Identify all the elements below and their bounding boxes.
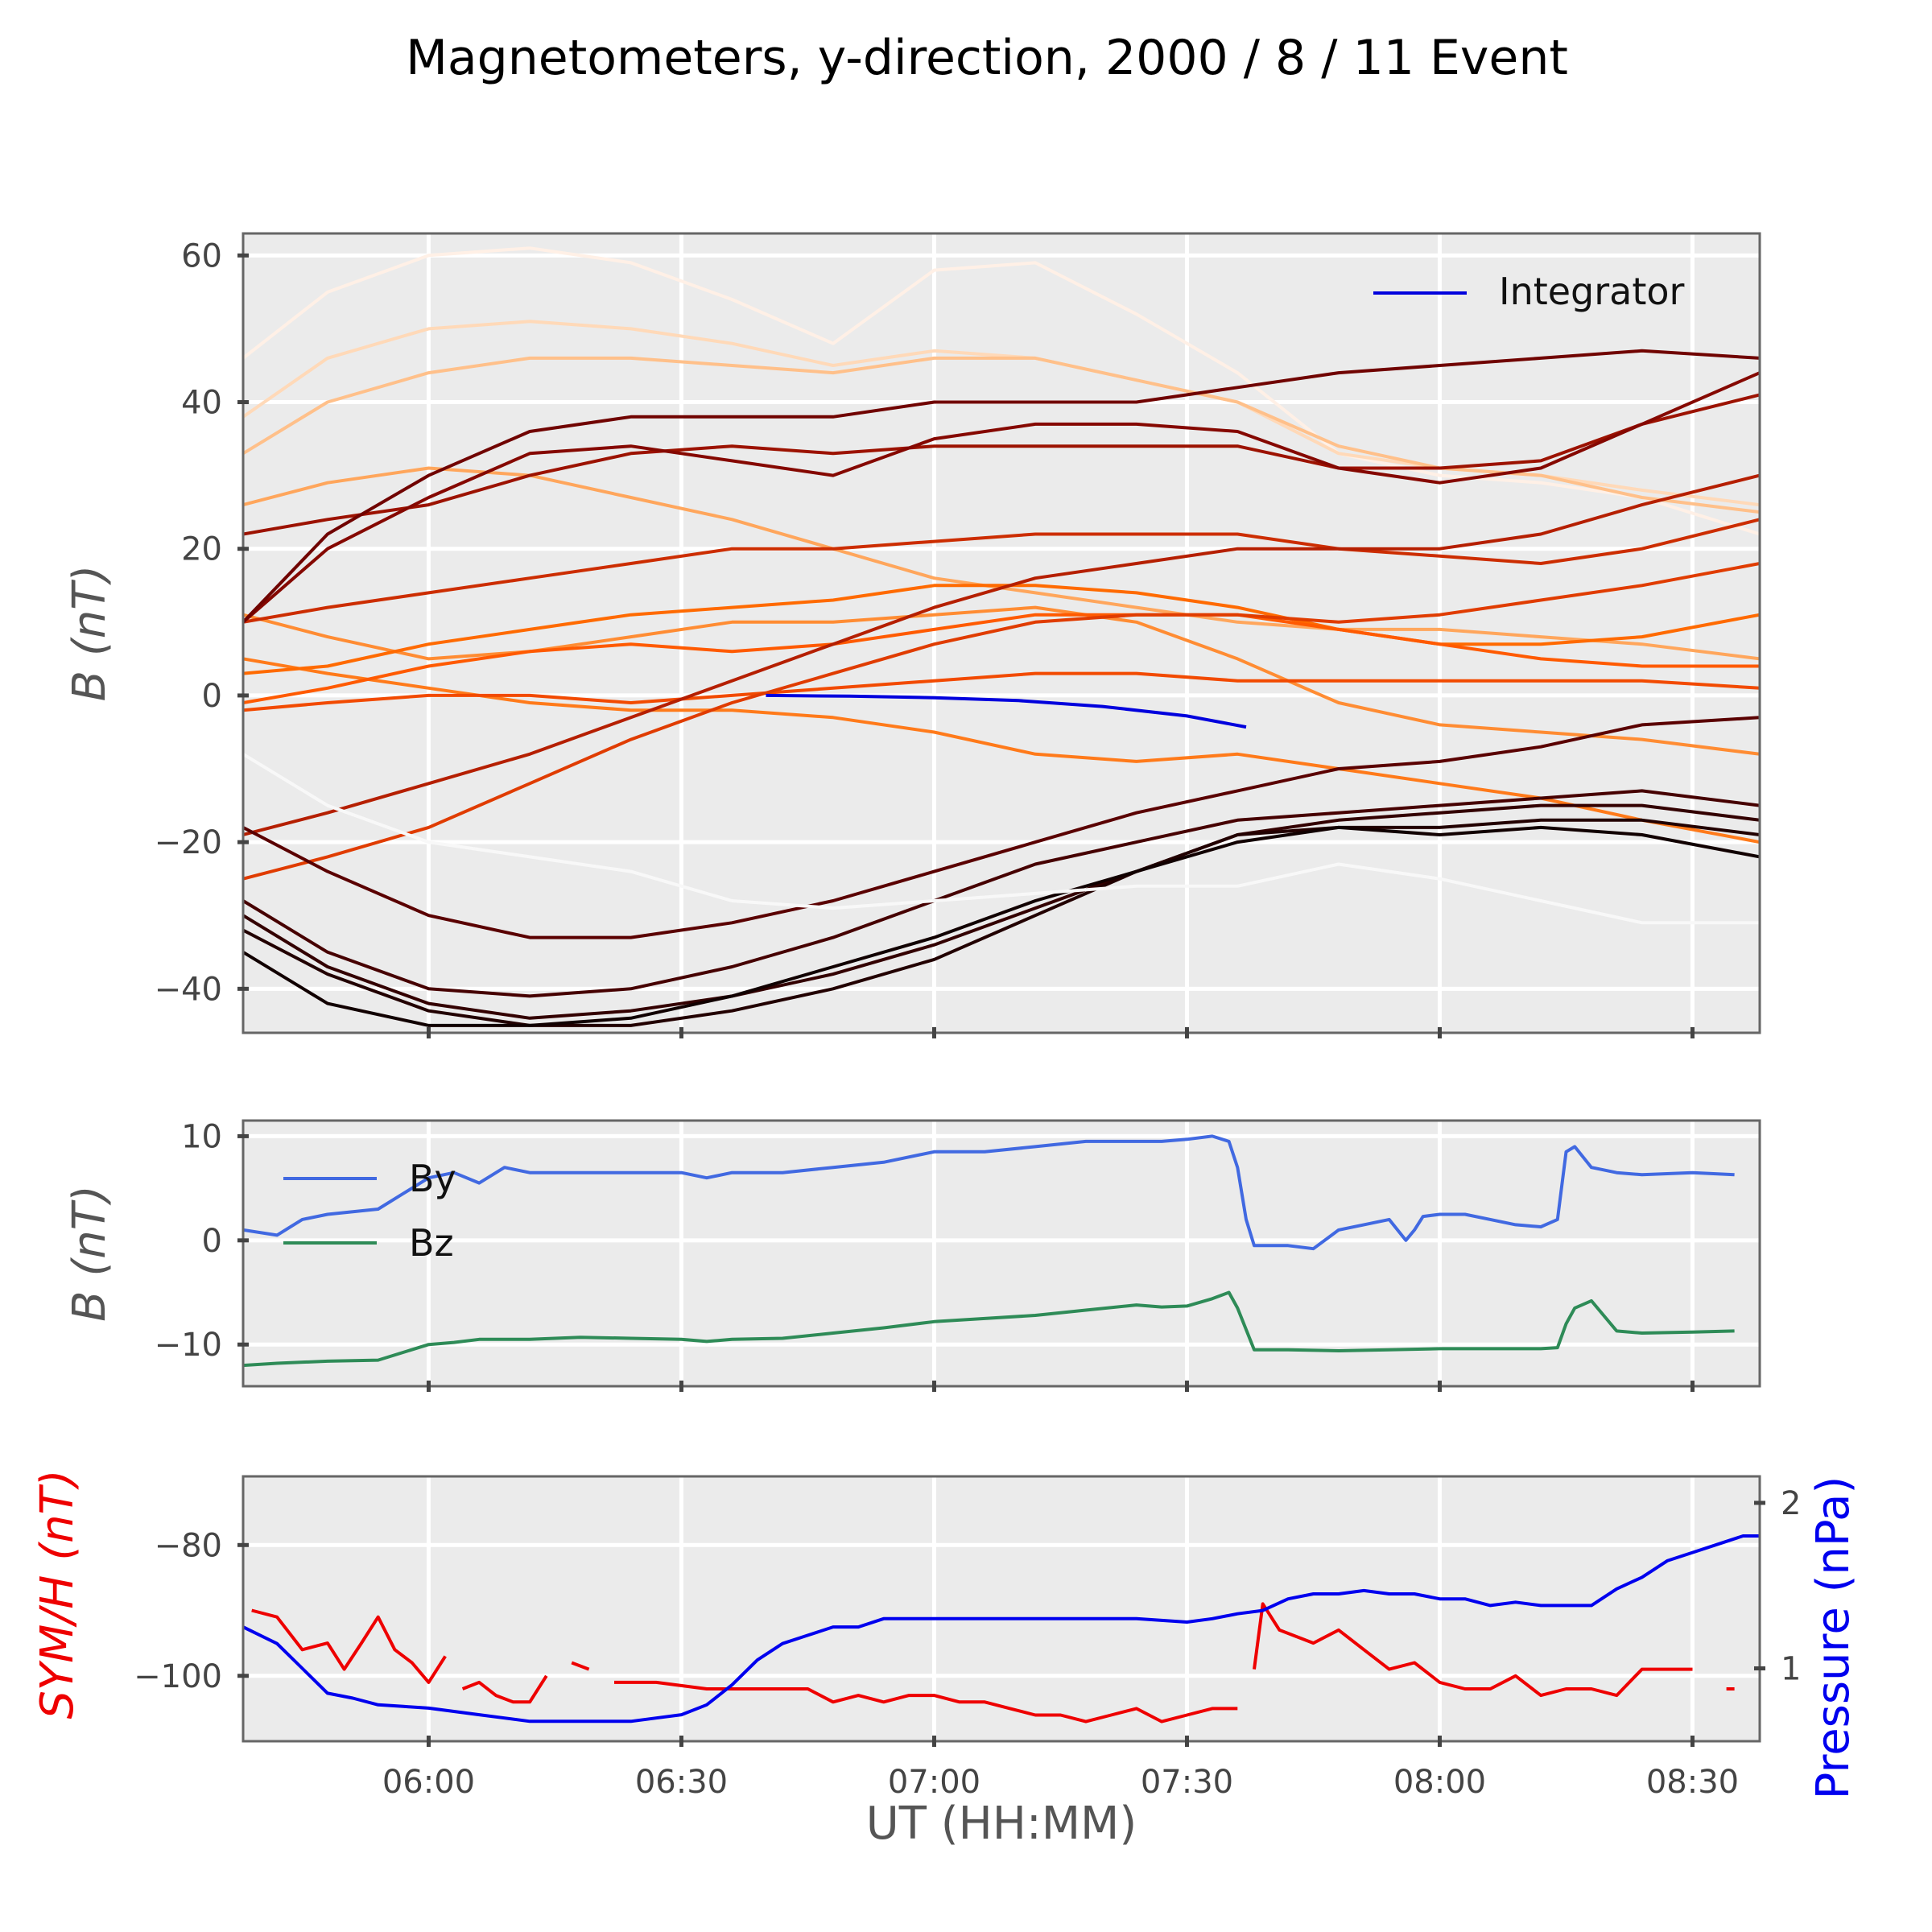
legend-label-bz: Bz (409, 1221, 454, 1265)
y-tick-label: 0 (202, 678, 222, 715)
y-tick-label: −80 (155, 1527, 222, 1564)
y-tick-label: −10 (155, 1327, 222, 1364)
y-axis-label: B (nT) (64, 1185, 116, 1322)
legend-label-integrator: Integrator (1499, 270, 1685, 313)
y-tick-label: −20 (155, 824, 222, 861)
y-tick-label: 10 (181, 1118, 222, 1155)
x-tick-label: 08:30 (1646, 1764, 1739, 1801)
y-tick-label: 20 (181, 531, 222, 568)
x-tick-label: 07:00 (888, 1764, 980, 1801)
x-tick-label: 06:30 (635, 1764, 728, 1801)
y-tick-label: 60 (181, 237, 222, 275)
y-axis-label: B (nT) (64, 565, 116, 702)
x-axis-label: UT (HH:MM) (866, 1798, 1137, 1850)
y-axis-label-symh: SYM/H (nT) (31, 1469, 84, 1719)
y-tick-label: 0 (202, 1223, 222, 1260)
x-tick-label: 07:30 (1141, 1764, 1233, 1801)
imf-panel: −10 0 10 By Bz B (nT) (64, 1118, 1760, 1392)
figure-title: Magnetometers, y-direction, 2000 / 8 / 1… (406, 30, 1568, 86)
x-tick-label: 06:00 (382, 1764, 475, 1801)
y-tick-label: 40 (181, 385, 222, 422)
x-tick-label: 08:00 (1393, 1764, 1486, 1801)
magnetometer-panel: −40 −20 0 20 40 60 Integrator B (nT) (64, 233, 1760, 1038)
legend-label-by: By (409, 1157, 456, 1200)
y-tick-label: −40 (155, 971, 222, 1008)
y-axis-label-pressure: Pressure (nPa) (1807, 1476, 1860, 1800)
right-tick-label: 1 (1781, 1651, 1801, 1688)
right-tick-label: 2 (1781, 1485, 1801, 1522)
y-tick-label: −100 (134, 1658, 222, 1695)
plot-background (243, 1476, 1760, 1741)
indices-panel: −80 −100 1 2 06:00 06:30 07:00 07:30 08:00 08:30 U… (31, 1469, 1860, 1850)
